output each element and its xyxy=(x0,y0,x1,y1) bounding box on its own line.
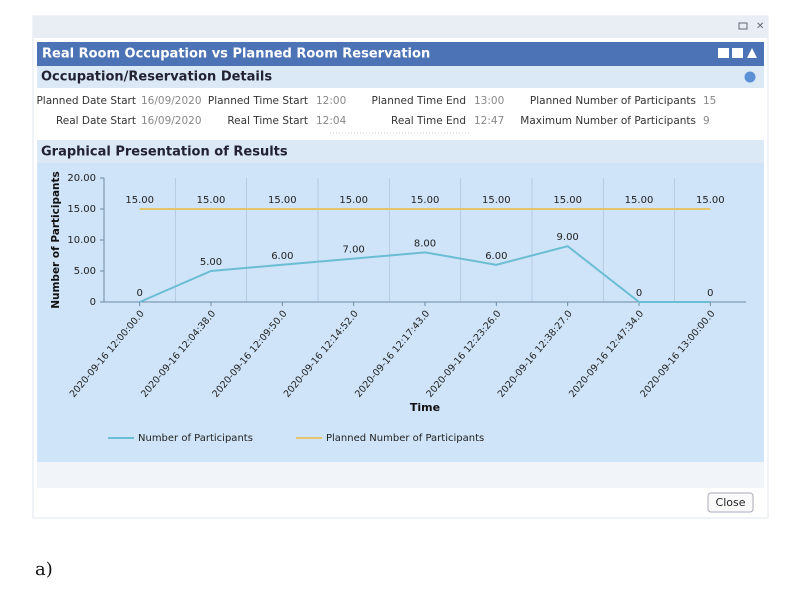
x-axis-label: Time xyxy=(410,401,440,414)
data-label: 15.00 xyxy=(197,195,226,206)
field-value: 9 xyxy=(703,115,710,127)
mail-icon[interactable] xyxy=(732,48,743,58)
y-tick-label: 5.00 xyxy=(74,266,96,277)
field-label: Planned Date Start xyxy=(36,95,136,107)
field-label: Real Date Start xyxy=(56,115,136,127)
info-icon[interactable] xyxy=(744,71,756,83)
data-label: 15.00 xyxy=(268,195,297,206)
y-tick-label: 0 xyxy=(90,297,96,308)
maximize-icon[interactable] xyxy=(738,22,748,30)
legend-label: Number of Participants xyxy=(138,433,253,444)
field-value: 12:00 xyxy=(316,95,346,107)
data-label: 0 xyxy=(636,288,642,299)
caption: a) xyxy=(35,559,53,580)
field-label: Planned Time End xyxy=(372,95,466,107)
y-axis-label: Number of Participants xyxy=(50,171,62,309)
data-label: 9.00 xyxy=(557,232,579,243)
field-value: 16/09/2020 xyxy=(141,95,202,107)
field-label: Real Time Start xyxy=(227,115,308,127)
y-tick-label: 15.00 xyxy=(67,204,96,215)
chart-area xyxy=(37,163,764,462)
window-title: Real Room Occupation vs Planned Room Res… xyxy=(42,47,430,62)
field-value: 13:00 xyxy=(474,95,504,107)
legend-label: Planned Number of Participants xyxy=(326,433,484,444)
details-fields: Planned Date Start 16/09/2020 Planned Time… xyxy=(36,95,716,127)
footer xyxy=(37,462,764,488)
field-value: 16/09/2020 xyxy=(141,115,202,127)
details-title: Occupation/Reservation Details xyxy=(41,70,272,85)
details-header xyxy=(37,66,764,88)
field-value: 12:04 xyxy=(316,115,347,127)
data-label: 15.00 xyxy=(625,195,654,206)
close-button-label[interactable]: Close xyxy=(716,496,746,509)
print-icon[interactable] xyxy=(718,48,729,58)
data-label: 6.00 xyxy=(271,251,293,262)
data-label: 0 xyxy=(136,288,142,299)
data-label: 0 xyxy=(707,288,713,299)
field-label: Real Time End xyxy=(391,115,466,127)
data-label: 15.00 xyxy=(553,195,582,206)
results-title: Graphical Presentation of Results xyxy=(41,145,288,160)
close-icon[interactable]: ✕ xyxy=(756,21,764,32)
field-label: Planned Number of Participants xyxy=(530,95,696,107)
results-header xyxy=(37,140,764,163)
y-tick-label: 20.00 xyxy=(67,173,96,184)
close-button[interactable] xyxy=(707,492,754,513)
data-label: 8.00 xyxy=(414,238,436,249)
data-label: 15.00 xyxy=(411,195,440,206)
data-label: 15.00 xyxy=(125,195,154,206)
header xyxy=(37,42,764,66)
data-label: 15.00 xyxy=(482,195,511,206)
field-label: Planned Time Start xyxy=(208,95,308,107)
field-value: 12:47 xyxy=(474,115,504,127)
data-label: 5.00 xyxy=(200,257,222,268)
field-value: 15 xyxy=(703,95,716,107)
data-label: 6.00 xyxy=(485,251,507,262)
field-label: Maximum Number of Participants xyxy=(520,115,696,127)
data-label: 7.00 xyxy=(343,245,365,256)
series-line xyxy=(139,245,711,303)
share-icon[interactable] xyxy=(747,48,757,58)
titlebar xyxy=(33,16,768,38)
data-label: 15.00 xyxy=(696,195,725,206)
y-tick-label: 10.00 xyxy=(67,235,96,246)
data-label: 15.00 xyxy=(339,195,368,206)
